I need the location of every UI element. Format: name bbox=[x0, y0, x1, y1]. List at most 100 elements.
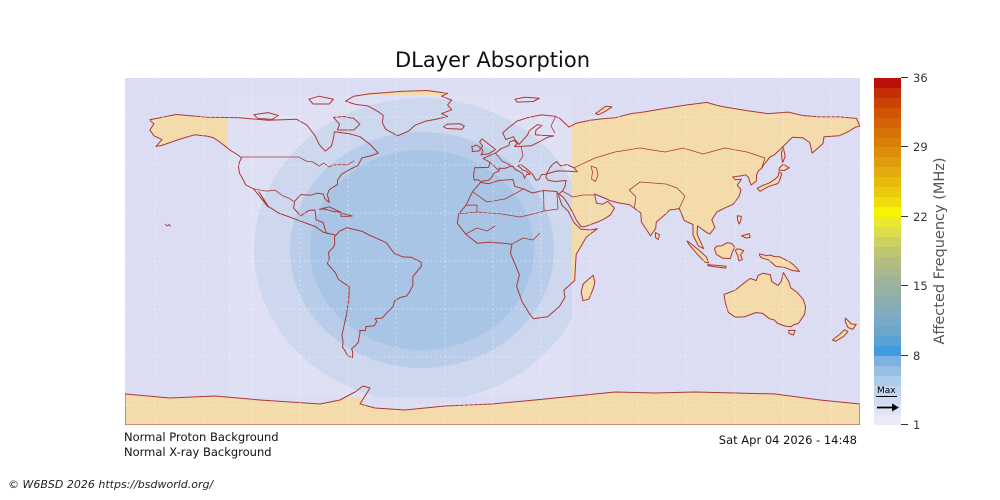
land-luzon-outline bbox=[736, 215, 742, 225]
colorbar-segment bbox=[874, 177, 901, 188]
colorbar-segment bbox=[874, 157, 901, 168]
colorbar-segment bbox=[874, 137, 901, 148]
colorbar-segment bbox=[874, 375, 901, 386]
land-novaya-zemlya-outline bbox=[595, 105, 613, 116]
copyright-text: © W6BSD 2026 https://bsdworld.org/ bbox=[8, 478, 214, 491]
tick-mark bbox=[901, 146, 908, 148]
land-honshu bbox=[757, 171, 782, 192]
tick-label: 29 bbox=[913, 140, 928, 155]
max-label: Max bbox=[876, 386, 897, 398]
colorbar-segment bbox=[874, 266, 901, 277]
colorbar-segment bbox=[874, 385, 901, 396]
tick-label: 15 bbox=[913, 279, 928, 294]
colorbar-segment bbox=[874, 415, 901, 426]
coastline-strokes bbox=[125, 90, 860, 425]
colorbar-segment bbox=[874, 395, 901, 406]
tick-mark bbox=[901, 285, 908, 287]
land-madagascar bbox=[581, 275, 595, 301]
absorption-level-3 bbox=[310, 150, 534, 350]
tick-label: 8 bbox=[913, 348, 921, 363]
grid-lines bbox=[125, 78, 860, 425]
colorbar bbox=[874, 78, 901, 426]
colorbar-segment bbox=[874, 335, 901, 346]
colorbar-segment bbox=[874, 117, 901, 128]
tick-mark bbox=[901, 424, 908, 425]
colorbar-segment bbox=[874, 226, 901, 237]
background-status: Normal Proton Background Normal X-ray Ba… bbox=[124, 430, 279, 460]
grid-horizontals bbox=[125, 116, 860, 406]
land-australia-outline bbox=[723, 272, 807, 328]
colorbar-segment bbox=[874, 87, 901, 98]
colorbar-segment bbox=[874, 167, 901, 178]
colorbar-segment bbox=[874, 206, 901, 217]
colorbar-segment bbox=[874, 306, 901, 317]
borders-central-asia bbox=[562, 147, 766, 209]
land-nz-south-outline bbox=[831, 329, 849, 342]
land-eurasia-outline bbox=[473, 101, 860, 250]
land-hispaniola-outline bbox=[340, 212, 353, 217]
land-sumatra-outline bbox=[686, 240, 710, 264]
border-us-mexico bbox=[253, 188, 294, 202]
timestamp: Sat Apr 04 2026 - 14:48 bbox=[718, 433, 857, 447]
land-britain-outline bbox=[479, 138, 497, 156]
colorbar-segment bbox=[874, 296, 901, 307]
land-madagascar-outline bbox=[580, 274, 596, 302]
colorbar-segment bbox=[874, 187, 901, 198]
caspian-sea bbox=[590, 165, 599, 182]
colorbar-segment bbox=[874, 256, 901, 267]
land-victoria-island-outline bbox=[253, 112, 279, 120]
land-sakhalin-outline bbox=[780, 147, 786, 163]
colorbar-segment bbox=[874, 326, 901, 336]
colorbar-segment bbox=[874, 355, 901, 366]
colorbar-label: Affected Frequency (MHz) bbox=[932, 157, 948, 345]
colorbar-segment bbox=[874, 345, 901, 356]
land-tasmania-outline bbox=[788, 329, 796, 336]
land-mindanao bbox=[741, 233, 751, 238]
tick-label: 22 bbox=[913, 209, 928, 224]
land-greenland-outline bbox=[345, 90, 453, 137]
colorbar-segment bbox=[874, 365, 901, 376]
land-luzon bbox=[737, 215, 742, 225]
land-north-america-outline bbox=[149, 114, 379, 236]
colorbar-segment bbox=[874, 236, 901, 247]
world-map bbox=[125, 78, 860, 425]
land-australia bbox=[724, 272, 806, 327]
absorption-overlay bbox=[228, 95, 572, 397]
max-absorption-marker: Max bbox=[876, 378, 900, 416]
page-title: DLayer Absorption bbox=[394, 48, 591, 72]
land-africa-outline bbox=[456, 179, 598, 320]
land-new-guinea bbox=[759, 253, 800, 272]
land-sri-lanka-outline bbox=[655, 232, 661, 240]
land-ireland-outline bbox=[471, 144, 481, 153]
land-java-outline bbox=[707, 264, 727, 269]
world-map-canvas bbox=[125, 78, 860, 425]
colorbar-segment bbox=[874, 316, 901, 327]
hawaii-islands bbox=[164, 223, 172, 227]
land-ellesmere-outline bbox=[308, 95, 334, 105]
land-mindanao-outline bbox=[740, 233, 751, 239]
colorbar-ticks: 36 29 22 15 8 1 bbox=[901, 71, 961, 432]
colorbar-segment bbox=[874, 97, 901, 108]
xray-status-text: Normal X-ray Background bbox=[124, 445, 272, 459]
land-new-guinea-outline bbox=[759, 253, 800, 272]
colorbar-segment bbox=[874, 286, 901, 297]
land-honshu-outline bbox=[756, 171, 783, 192]
borders-north-africa bbox=[458, 188, 559, 245]
land-nz-north-outline bbox=[844, 317, 857, 330]
tick-label: 1 bbox=[913, 418, 921, 432]
tick-mark bbox=[901, 354, 908, 356]
land-svalbard-outline bbox=[514, 96, 540, 103]
colorbar-segment bbox=[874, 147, 901, 158]
tick-mark bbox=[901, 215, 908, 217]
land-south-america-outline bbox=[326, 227, 422, 358]
colorbar-segment bbox=[874, 216, 901, 227]
land-sumatra bbox=[687, 240, 709, 263]
colorbar-segment bbox=[874, 127, 901, 138]
proton-status-text: Normal Proton Background bbox=[124, 430, 279, 444]
land-baffin-outline bbox=[332, 116, 361, 131]
colorbar-segment bbox=[874, 78, 901, 88]
max-arrow-icon bbox=[877, 403, 899, 412]
colorbar-segment bbox=[874, 405, 901, 416]
land-sulawesi bbox=[735, 249, 744, 261]
tick-mark bbox=[901, 77, 908, 78]
